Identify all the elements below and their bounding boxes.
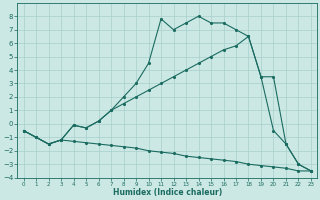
X-axis label: Humidex (Indice chaleur): Humidex (Indice chaleur) (113, 188, 222, 197)
